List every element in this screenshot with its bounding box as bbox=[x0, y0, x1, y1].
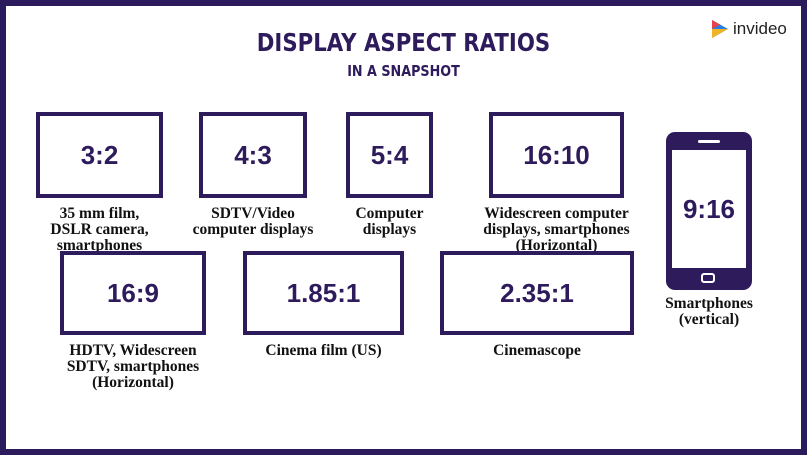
ratio-frame: 1.85:1 bbox=[243, 251, 404, 335]
ratio-label: 5:4 bbox=[370, 139, 409, 170]
ratio-label: 16:9 bbox=[106, 277, 160, 308]
description-line: (vertical) bbox=[678, 311, 740, 328]
logo-icon bbox=[712, 20, 728, 38]
description: Computer displays bbox=[280, 206, 500, 238]
ratio-label: 1.85:1 bbox=[286, 277, 361, 308]
ratio-label: 16:10 bbox=[523, 139, 590, 170]
phone-button bbox=[701, 273, 715, 283]
ratio-label: 9:16 bbox=[682, 193, 736, 224]
description: SDTV/Video computer displays bbox=[143, 206, 363, 238]
phone-screen: 9:16 bbox=[672, 150, 746, 268]
description-line: SDTV/Video bbox=[211, 205, 295, 222]
ratio-label: 2.35:1 bbox=[500, 277, 574, 308]
ratio-frame: 16:9 bbox=[60, 251, 206, 335]
description-line: HDTV, Widescreen bbox=[69, 342, 197, 359]
description-line: computer displays bbox=[192, 221, 314, 238]
description-line: 35 mm film, bbox=[59, 205, 140, 222]
ratio-frame: 5:4 bbox=[346, 112, 433, 198]
description-line: displays, smartphones bbox=[483, 221, 630, 238]
ratio-label: 4:3 bbox=[234, 139, 272, 170]
description: Smartphones (vertical) bbox=[599, 296, 807, 328]
description: Widescreen computer displays, smartphones… bbox=[447, 206, 667, 254]
description-line: displays bbox=[362, 221, 417, 238]
ratio-frame: 2.35:1 bbox=[440, 251, 634, 335]
description: Cinema film (US) bbox=[214, 343, 434, 359]
description-line: Widescreen computer bbox=[484, 205, 629, 222]
description-line: Computer bbox=[355, 205, 424, 222]
ratio-frame: 16:10 bbox=[489, 112, 624, 198]
description-line: (Horizontal) bbox=[515, 237, 598, 254]
ratio-frame: 3:2 bbox=[36, 112, 163, 198]
ratio-frame: 4:3 bbox=[199, 112, 307, 198]
description-line: DSLR camera, bbox=[50, 221, 149, 238]
description-line: SDTV, smartphones bbox=[66, 358, 200, 375]
subtitle: IN A SNAPSHOT bbox=[347, 62, 460, 80]
phone-speaker bbox=[698, 140, 720, 143]
description: Cinemascope bbox=[427, 343, 647, 359]
description-line: smartphones bbox=[56, 237, 143, 254]
description-line: Smartphones bbox=[665, 295, 753, 312]
description-line: Cinemascope bbox=[493, 342, 581, 359]
logo-text: invideo bbox=[733, 19, 787, 38]
description: 35 mm film, DSLR camera, smartphones bbox=[0, 206, 210, 254]
description-line: Cinema film (US) bbox=[265, 342, 382, 359]
phone-icon: 9:16 bbox=[666, 132, 752, 290]
title: DISPLAY ASPECT RATIOS bbox=[256, 28, 551, 57]
ratio-label: 3:2 bbox=[80, 139, 119, 170]
description: HDTV, Widescreen SDTV, smartphones (Horizo… bbox=[23, 343, 243, 391]
description-line: (Horizontal) bbox=[92, 374, 174, 391]
